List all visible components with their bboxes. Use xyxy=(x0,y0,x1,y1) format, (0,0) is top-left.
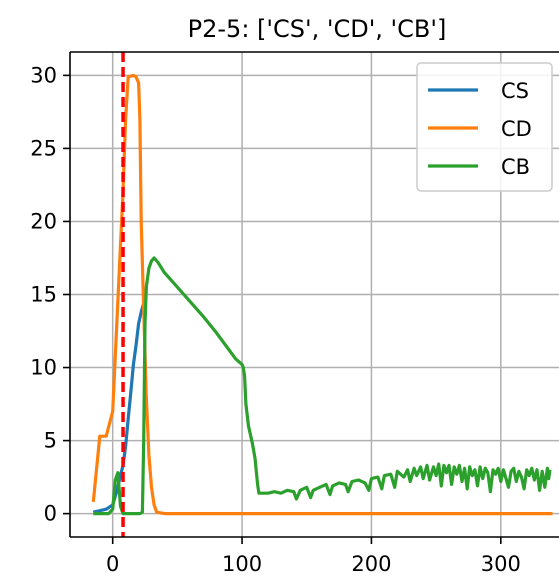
x-tick-label: 300 xyxy=(481,552,521,576)
y-tick-label: 0 xyxy=(44,502,57,526)
y-tick-label: 20 xyxy=(30,209,57,233)
y-tick-label: 15 xyxy=(30,283,57,307)
legend: CS CD CB xyxy=(416,62,553,192)
plot-area xyxy=(91,52,553,537)
legend-label-cd: CD xyxy=(501,117,532,141)
y-tick-label: 5 xyxy=(44,429,57,453)
series-line-cb xyxy=(93,256,552,516)
legend-label-cb: CB xyxy=(501,155,530,179)
y-tick-label: 25 xyxy=(30,136,57,160)
x-tick-label: 0 xyxy=(106,552,119,576)
y-tick-label: 30 xyxy=(30,63,57,87)
chart-title: P2-5: ['CS', 'CD', 'CB'] xyxy=(188,15,447,43)
legend-label-cs: CS xyxy=(501,79,529,103)
x-tick-label: 200 xyxy=(351,552,391,576)
axes: 0 100 200 300 0 5 10 15 20 25 30 xyxy=(30,51,559,576)
x-tick-label: 100 xyxy=(222,552,262,576)
legend-box xyxy=(416,62,553,192)
y-tick-label: 10 xyxy=(30,356,57,380)
series-line-cd xyxy=(91,73,553,516)
